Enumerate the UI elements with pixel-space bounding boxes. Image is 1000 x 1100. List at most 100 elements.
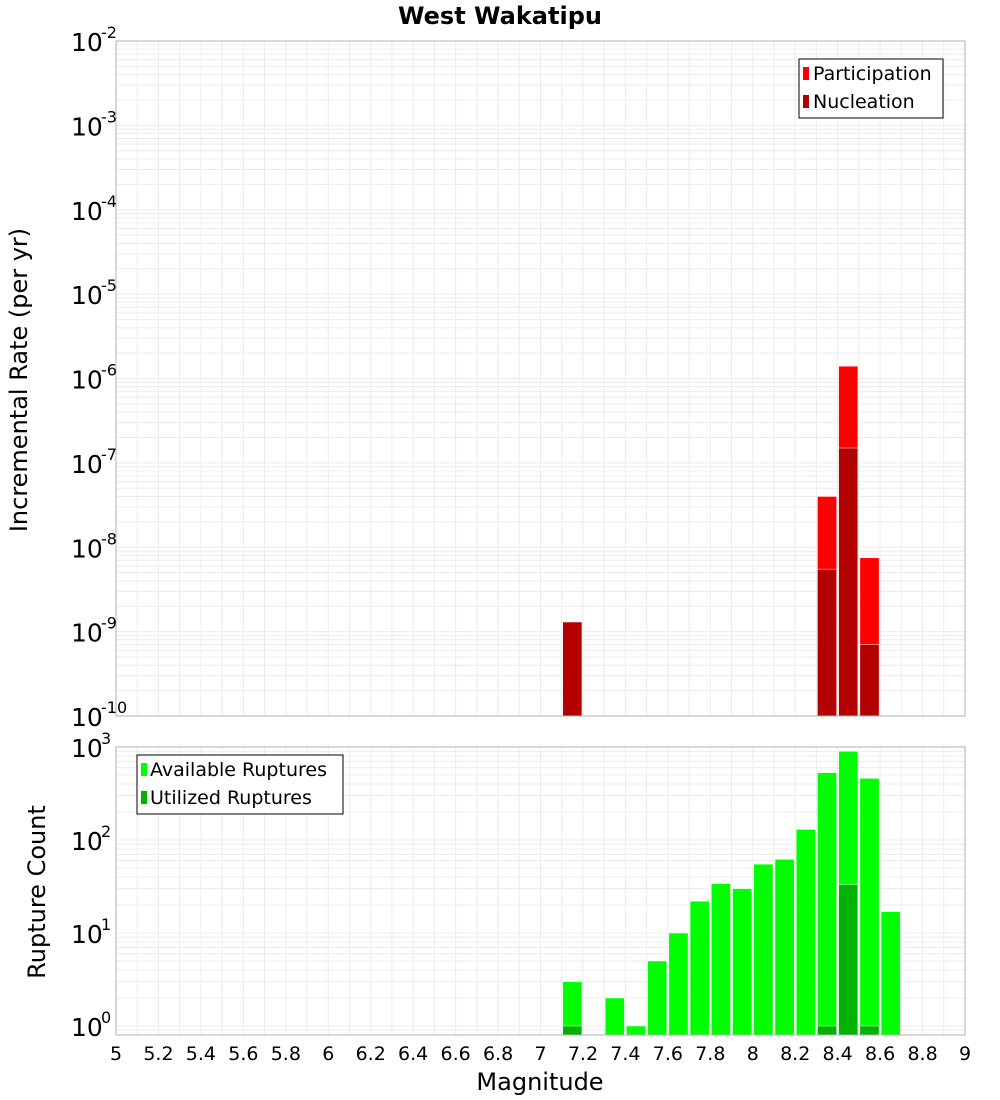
bottom-legend-box — [136, 754, 344, 815]
x-tick-label: 5 — [110, 1043, 122, 1065]
top-grid — [115, 40, 966, 717]
x-tick-label: 6.4 — [398, 1043, 428, 1065]
x-tick-label: 5.6 — [228, 1043, 258, 1065]
y-tick-exponent: -3 — [101, 107, 117, 126]
x-tick-label: 8.8 — [907, 1043, 937, 1065]
y-tick-base: 10 — [71, 827, 103, 856]
bar-available-ruptures — [859, 778, 880, 1036]
y-tick-exponent: -6 — [101, 361, 117, 380]
bar-overlay-nucleation — [817, 568, 837, 717]
x-tick-label: 5.2 — [143, 1043, 173, 1065]
bar-available-ruptures — [732, 888, 753, 1036]
y-tick-label: 100 — [71, 1008, 111, 1042]
legend-swatch-nucleation — [803, 95, 809, 108]
y-tick-base: 10 — [71, 450, 103, 479]
y-tick-exponent: -7 — [101, 445, 117, 464]
y-tick-label: 10-2 — [71, 23, 117, 57]
bar-available-ruptures — [689, 900, 710, 1036]
bar-available-ruptures — [668, 932, 689, 1036]
y-tick-exponent: -4 — [101, 192, 117, 211]
y-tick-label: 10-5 — [71, 276, 117, 310]
bar-available-ruptures — [604, 997, 625, 1036]
y-tick-exponent: -2 — [101, 23, 117, 42]
x-tick-label: 8 — [747, 1043, 759, 1065]
chart-title: West Wakatipu — [398, 2, 602, 30]
x-tick-label: 7.2 — [568, 1043, 598, 1065]
bar-overlay-utilized-ruptures — [562, 1025, 583, 1036]
y-tick-label: 10-10 — [71, 698, 127, 732]
y-tick-base: 10 — [71, 112, 103, 141]
legend-swatch-available — [141, 763, 147, 776]
top-y-axis-label: Incremental Rate (per yr) — [5, 228, 33, 532]
x-tick-label: 8.4 — [823, 1043, 853, 1065]
top-legend-box — [798, 58, 944, 119]
y-tick-exponent: -9 — [101, 614, 117, 633]
y-tick-base: 10 — [71, 619, 103, 648]
y-tick-label: 10-9 — [71, 614, 117, 648]
bottom-bars — [562, 751, 901, 1036]
y-tick-label: 10-6 — [71, 361, 117, 395]
y-tick-exponent: -10 — [101, 698, 127, 717]
legend-label-available: Available Ruptures — [150, 759, 327, 781]
x-tick-label: 6 — [322, 1043, 334, 1065]
bar-overlay-nucleation — [838, 447, 859, 717]
bottom-legend: Available Ruptures Utilized Ruptures — [136, 754, 344, 815]
top-legend: Participation Nucleation — [798, 58, 944, 119]
x-tick-label: 6.2 — [356, 1043, 386, 1065]
y-tick-exponent: -8 — [101, 529, 117, 548]
x-tick-label: 8.2 — [780, 1043, 810, 1065]
y-tick-exponent: 0 — [101, 1008, 111, 1027]
x-ticks: 5 5.2 5.4 5.6 5.8 6 6.2 6.4 6.6 6.8 7 7.2 7.4 7.6 7.8 8… — [110, 1043, 971, 1065]
x-tick-label: 7.4 — [610, 1043, 640, 1065]
bar-available-ruptures — [626, 1025, 646, 1036]
bar-overlay-nucleation — [562, 621, 583, 717]
x-tick-label: 8.6 — [865, 1043, 895, 1065]
legend-label-participation: Participation — [813, 63, 932, 85]
y-tick-label: 103 — [71, 729, 111, 763]
y-tick-label: 10-4 — [71, 192, 117, 226]
bar-overlay-utilized-ruptures — [859, 1025, 880, 1036]
bar-available-ruptures — [880, 911, 901, 1036]
y-tick-base: 10 — [71, 366, 103, 395]
legend-swatch-utilized — [141, 791, 147, 804]
x-tick-label: 7 — [534, 1043, 546, 1065]
bar-available-ruptures — [647, 960, 668, 1036]
bar-available-ruptures — [817, 772, 837, 1036]
y-tick-label: 10-7 — [71, 445, 117, 479]
x-tick-label: 7.6 — [653, 1043, 683, 1065]
y-tick-base: 10 — [71, 281, 103, 310]
bar-available-ruptures — [795, 829, 816, 1036]
bar-available-ruptures — [711, 883, 731, 1036]
x-tick-label: 5.4 — [186, 1043, 216, 1065]
x-axis-label: Magnitude — [476, 1068, 603, 1096]
legend-label-nucleation: Nucleation — [813, 91, 915, 113]
y-tick-base: 10 — [71, 28, 103, 57]
y-tick-exponent: 2 — [101, 822, 111, 841]
bar-overlay-utilized-ruptures — [838, 884, 859, 1036]
y-tick-base: 10 — [71, 197, 103, 226]
bar-overlay-nucleation — [859, 644, 880, 717]
y-tick-exponent: 3 — [101, 729, 111, 748]
legend-label-utilized: Utilized Ruptures — [150, 787, 312, 809]
y-tick-label: 102 — [71, 822, 111, 856]
y-tick-base: 10 — [71, 920, 103, 949]
y-tick-base: 10 — [71, 1013, 103, 1042]
y-tick-base: 10 — [71, 734, 103, 763]
y-tick-label: 10-3 — [71, 107, 117, 141]
legend-swatch-participation — [803, 67, 809, 80]
bar-available-ruptures — [774, 859, 795, 1036]
top-plot-frame — [115, 40, 966, 717]
y-tick-base: 10 — [71, 534, 103, 563]
x-tick-label: 7.8 — [695, 1043, 725, 1065]
x-tick-label: 6.8 — [483, 1043, 513, 1065]
bottom-y-axis-label: Rupture Count — [23, 805, 51, 979]
bottom-plot-frame — [115, 746, 966, 1036]
y-tick-label: 10-8 — [71, 529, 117, 563]
y-tick-base: 10 — [71, 703, 103, 732]
y-tick-exponent: 1 — [101, 915, 111, 934]
y-tick-label: 101 — [71, 915, 111, 949]
